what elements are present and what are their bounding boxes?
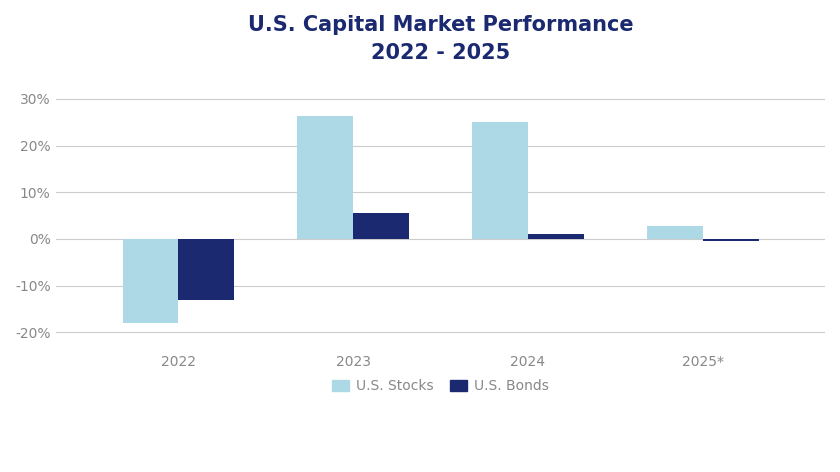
Bar [297, 116, 354, 239]
Bar [528, 234, 584, 239]
Bar [647, 226, 703, 239]
Bar [123, 239, 178, 323]
Title: U.S. Capital Market Performance
2022 - 2025: U.S. Capital Market Performance 2022 - 2… [248, 15, 633, 63]
Bar [178, 239, 234, 300]
Legend: U.S. Stocks, U.S. Bonds: U.S. Stocks, U.S. Bonds [327, 374, 554, 399]
Bar [472, 122, 528, 239]
Bar [703, 239, 759, 241]
Bar [354, 213, 409, 239]
